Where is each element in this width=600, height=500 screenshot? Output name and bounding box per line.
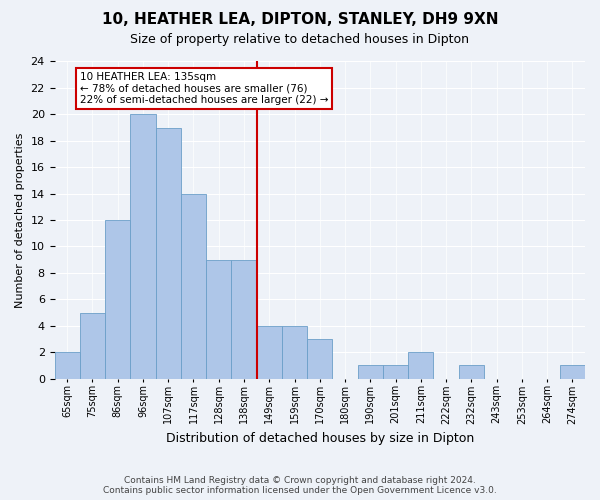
Bar [155,128,181,378]
Bar [130,114,155,378]
Bar [358,366,383,378]
Bar [206,260,232,378]
Text: 10 HEATHER LEA: 135sqm
← 78% of detached houses are smaller (76)
22% of semi-det: 10 HEATHER LEA: 135sqm ← 78% of detached… [80,72,328,106]
Bar [307,339,332,378]
Bar [232,260,257,378]
Bar [257,326,282,378]
Bar [181,194,206,378]
Text: 10, HEATHER LEA, DIPTON, STANLEY, DH9 9XN: 10, HEATHER LEA, DIPTON, STANLEY, DH9 9X… [102,12,498,28]
Y-axis label: Number of detached properties: Number of detached properties [15,132,25,308]
Bar [55,352,80,378]
Bar [80,312,105,378]
X-axis label: Distribution of detached houses by size in Dipton: Distribution of detached houses by size … [166,432,474,445]
Bar [282,326,307,378]
Bar [458,366,484,378]
Bar [383,366,408,378]
Bar [560,366,585,378]
Bar [105,220,130,378]
Text: Contains HM Land Registry data © Crown copyright and database right 2024.
Contai: Contains HM Land Registry data © Crown c… [103,476,497,495]
Text: Size of property relative to detached houses in Dipton: Size of property relative to detached ho… [131,32,470,46]
Bar [408,352,433,378]
